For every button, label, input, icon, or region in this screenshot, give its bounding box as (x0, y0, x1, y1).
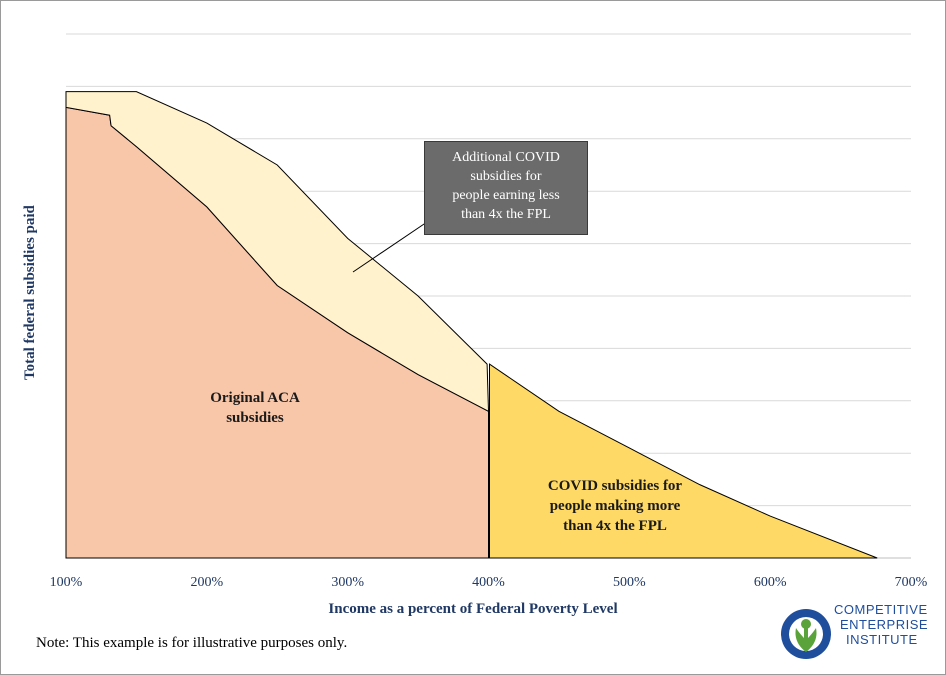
x-tick-label: 100% (50, 575, 83, 590)
logo-line: ENTERPRISE (840, 617, 929, 632)
area-series (65, 91, 878, 559)
x-tick-label: 500% (613, 575, 646, 590)
callout-line: than 4x the FPL (461, 207, 551, 222)
label-covid-upper: COVID subsidies for people making more t… (520, 476, 710, 536)
x-tick-labels: 100% 200% 300% 400% 500% 600% 700% (50, 575, 928, 590)
x-tick-label: 600% (754, 575, 787, 590)
label-line: people making more (549, 498, 681, 514)
label-line: subsidies (226, 410, 284, 426)
label-line: than 4x the FPL (563, 518, 667, 534)
area-covid-upper (489, 363, 878, 559)
label-original-aca: Original ACA subsidies (180, 388, 330, 428)
callout-line: Additional COVID (452, 150, 560, 165)
y-axis-title: Total federal subsidies paid (22, 205, 38, 380)
label-line: Original ACA (210, 390, 300, 406)
x-tick-label: 200% (190, 575, 223, 590)
x-tick-label: 300% (331, 575, 364, 590)
logo-line: COMPETITIVE (834, 602, 928, 617)
callout-box-covid-lower: Additional COVID subsidies for people ea… (424, 141, 588, 235)
callout-leader-line (352, 219, 431, 273)
footnote: Note: This example is for illustrative p… (36, 635, 348, 651)
callout-line: subsidies for (470, 169, 542, 184)
x-tick-label: 400% (472, 575, 505, 590)
cei-logo-text: COMPETITIVE ENTERPRISE INSTITUTE (834, 602, 928, 647)
x-axis-title: Income as a percent of Federal Poverty L… (328, 601, 618, 617)
cei-logo: COMPETITIVE ENTERPRISE INSTITUTE (780, 600, 940, 670)
logo-line: INSTITUTE (846, 632, 918, 647)
x-tick-label: 700% (895, 575, 928, 590)
label-line: COVID subsidies for (547, 478, 683, 494)
callout-line: people earning less (452, 188, 560, 203)
cei-logo-icon (781, 609, 831, 659)
area-covid-lower (65, 91, 490, 413)
